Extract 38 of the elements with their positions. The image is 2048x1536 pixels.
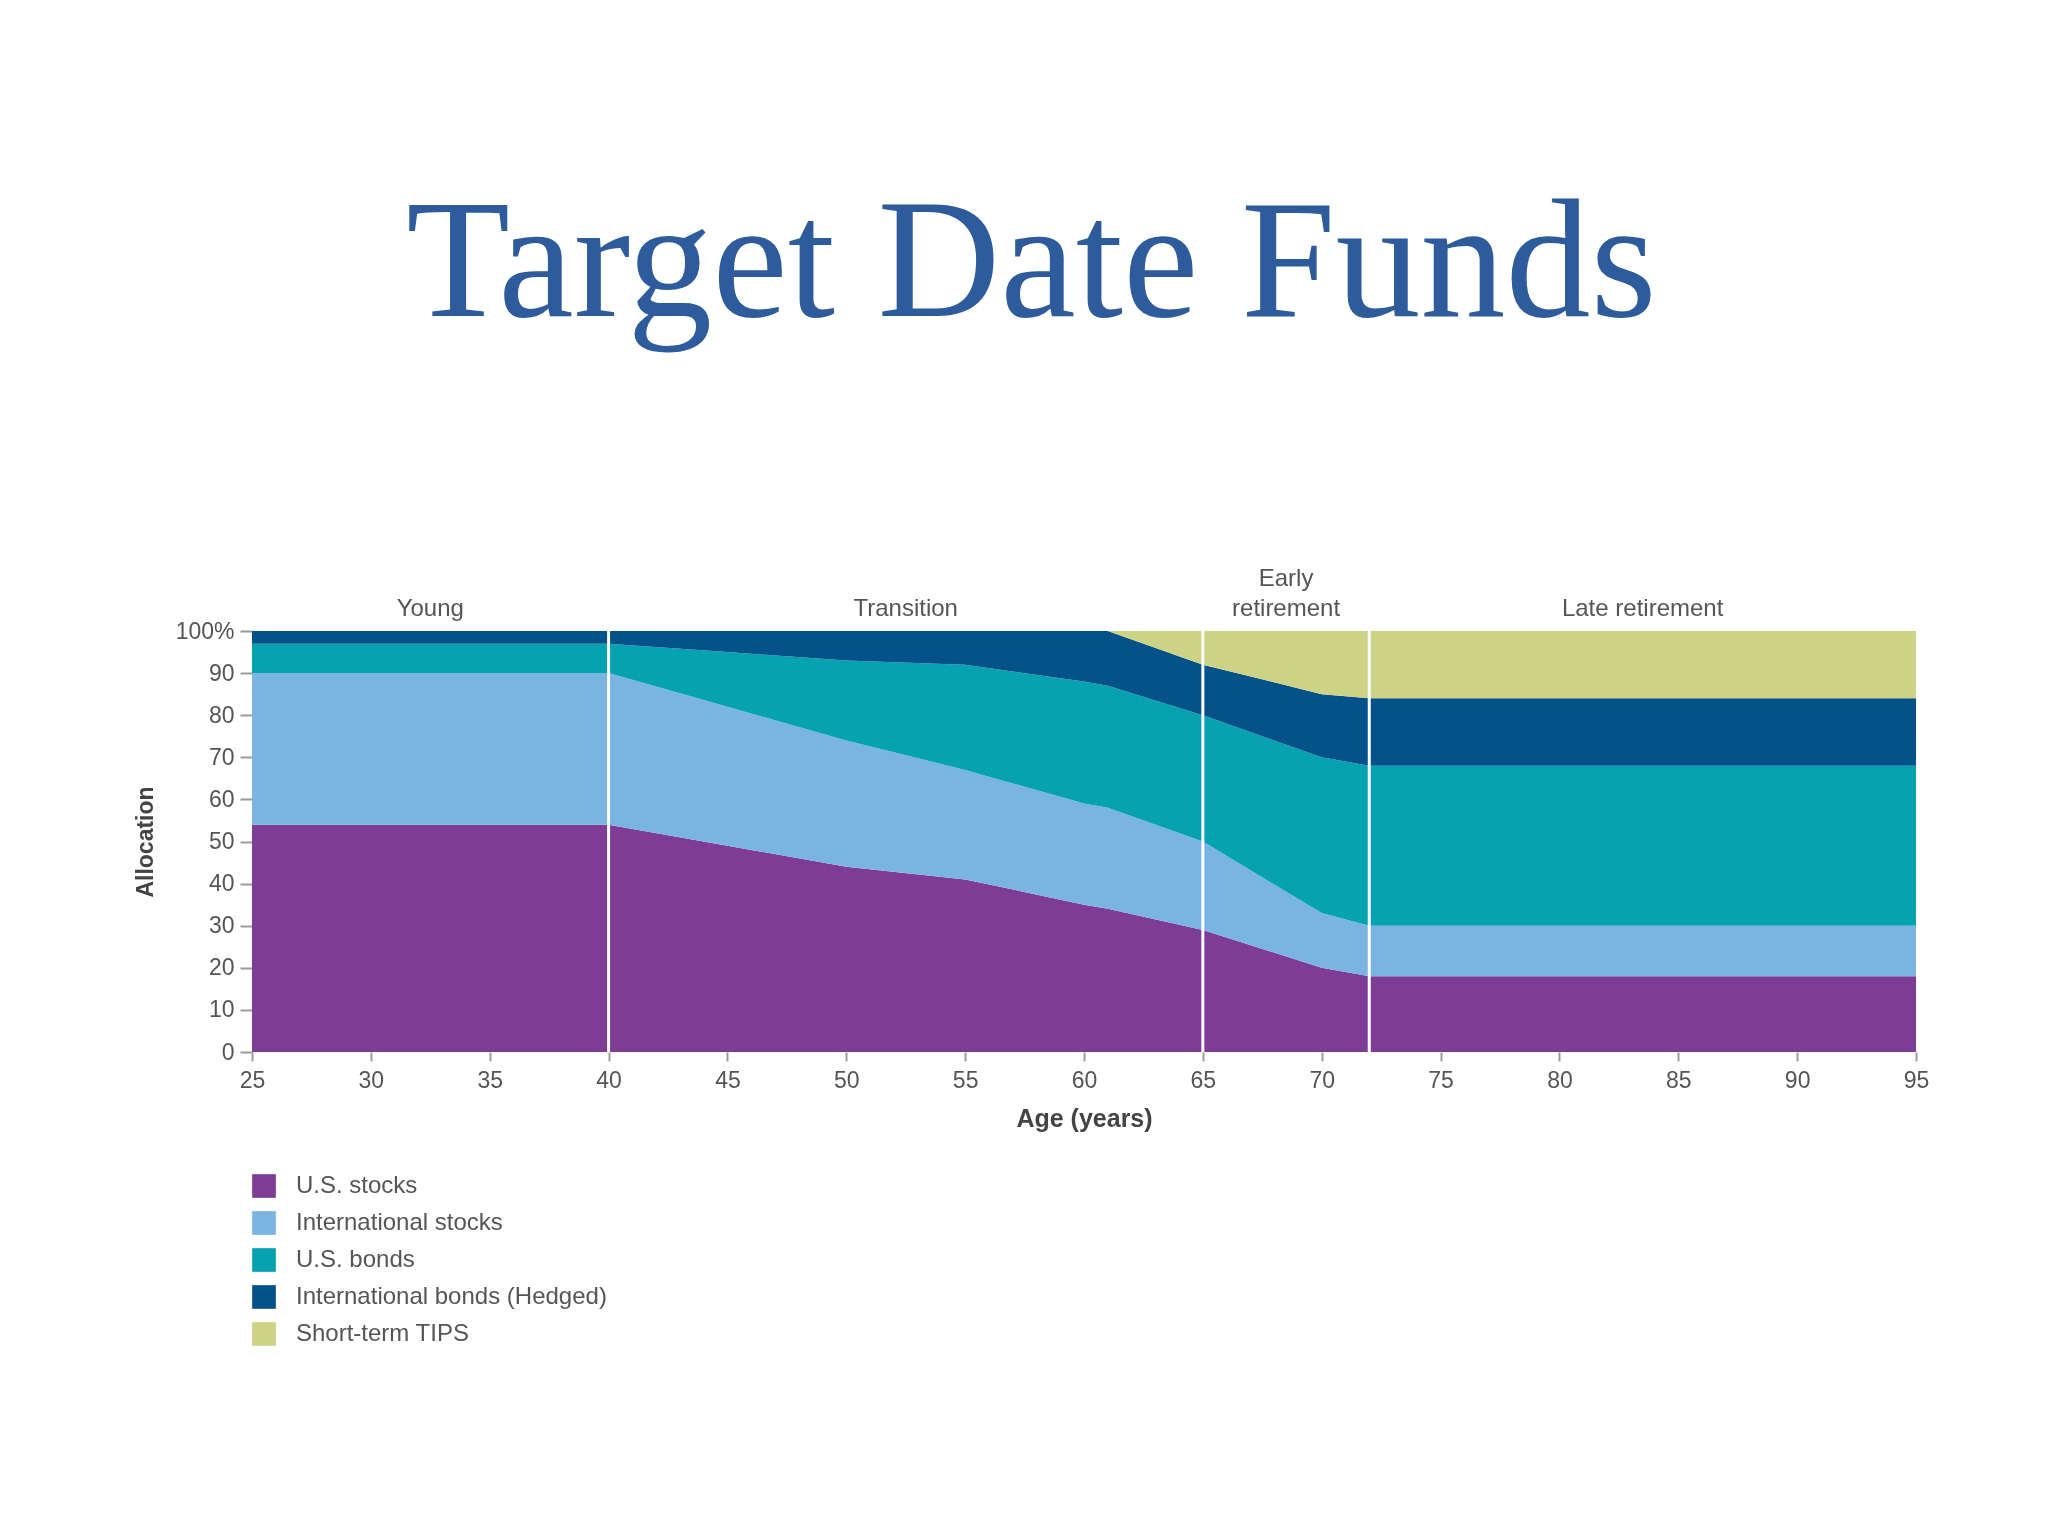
annotation: Late retirement xyxy=(1561,594,1724,621)
x-tick-label: 90 xyxy=(1784,1066,1811,1093)
x-tick-label: 80 xyxy=(1547,1066,1573,1093)
x-tick-label: 95 xyxy=(1903,1066,1930,1093)
x-tick-label: 65 xyxy=(1190,1066,1217,1093)
y-tick-label: 70 xyxy=(208,743,235,770)
y-tick-label: 10 xyxy=(208,996,235,1023)
y-tick-label: 40 xyxy=(208,870,235,897)
x-tick-label: 30 xyxy=(358,1066,385,1093)
annotation: Young xyxy=(396,594,464,621)
annotation: Early retirement xyxy=(1232,564,1341,621)
y-tick-label: 60 xyxy=(208,785,235,812)
legend-label: International bonds (Hedged) xyxy=(296,1282,607,1309)
x-tick-label: 55 xyxy=(952,1066,979,1093)
x-tick-label: 35 xyxy=(477,1066,504,1093)
x-tick-label: 50 xyxy=(833,1066,860,1093)
x-tick-label: 45 xyxy=(715,1066,741,1093)
y-axis-title: Allocation xyxy=(131,786,158,898)
annotation: Transition xyxy=(853,594,958,621)
x-tick-label: 75 xyxy=(1428,1066,1454,1093)
y-tick-label: 30 xyxy=(208,912,235,939)
y-tick-label: 100% xyxy=(175,617,235,644)
chart-title: Target Date Funds xyxy=(406,165,1657,353)
legend-label: International stocks xyxy=(296,1208,503,1235)
x-tick-label: 60 xyxy=(1071,1066,1098,1093)
legend-label: U.S. bonds xyxy=(296,1245,415,1272)
legend-label: U.S. stocks xyxy=(296,1171,418,1198)
y-tick-label: 80 xyxy=(208,701,235,728)
y-tick-label: 20 xyxy=(208,954,235,981)
legend-label: Short-term TIPS xyxy=(296,1319,469,1346)
y-tick-label: 50 xyxy=(208,828,235,854)
x-tick-label: 85 xyxy=(1665,1066,1692,1093)
y-tick-label: 0 xyxy=(221,1038,235,1065)
y-tick-label: 90 xyxy=(208,659,235,686)
x-tick-label: 70 xyxy=(1309,1066,1336,1093)
x-axis-title: Age (years) xyxy=(1016,1103,1153,1132)
x-tick-label: 40 xyxy=(596,1066,622,1093)
x-tick-label: 25 xyxy=(239,1066,266,1093)
